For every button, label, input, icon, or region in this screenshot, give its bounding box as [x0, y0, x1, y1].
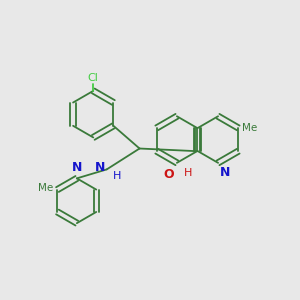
Text: N: N — [95, 161, 105, 174]
Text: N: N — [220, 167, 230, 179]
Text: Me: Me — [242, 123, 257, 133]
Text: Me: Me — [38, 183, 53, 193]
Text: H: H — [113, 171, 122, 181]
Text: N: N — [72, 161, 82, 174]
Text: Cl: Cl — [88, 73, 99, 82]
Text: O: O — [164, 168, 175, 181]
Text: H: H — [183, 168, 192, 178]
